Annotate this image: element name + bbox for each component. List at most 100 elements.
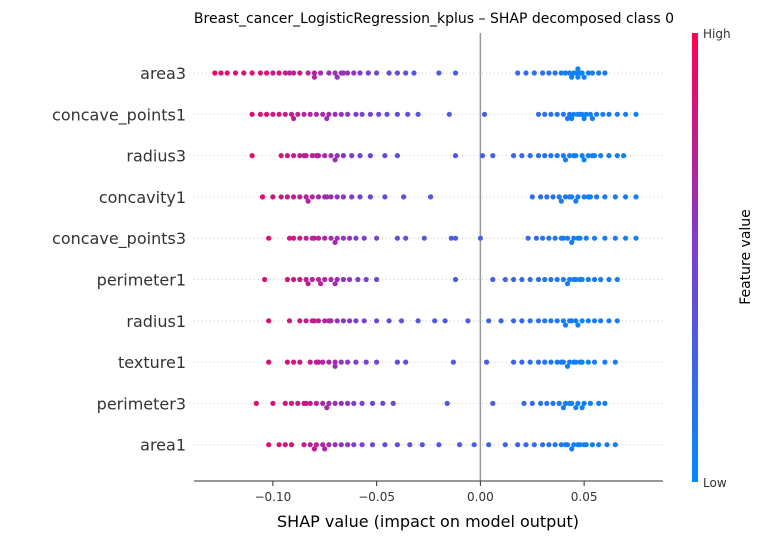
shap-point: [465, 318, 471, 324]
shap-point: [315, 194, 322, 200]
shap-point: [320, 442, 326, 448]
shap-point: [560, 276, 567, 283]
colorbar-title: Feature value: [738, 209, 754, 305]
shap-point: [345, 70, 351, 76]
shap-point: [282, 111, 288, 117]
shap-point: [581, 194, 587, 200]
shap-point: [531, 70, 537, 76]
shap-point: [515, 70, 521, 76]
shap-point: [284, 194, 290, 200]
shap-point: [284, 276, 290, 283]
shap-point: [564, 235, 571, 241]
shap-point: [311, 318, 317, 324]
shap-point: [560, 318, 567, 324]
shap-point: [550, 194, 556, 200]
shap-point: [307, 111, 313, 117]
x-axis-label: SHAP value (impact on model output): [277, 512, 579, 531]
shap-point: [241, 70, 247, 76]
shap-point: [552, 235, 558, 241]
chart-title: Breast_cancer_LogisticRegression_kplus –…: [194, 11, 674, 27]
shap-point: [554, 359, 560, 365]
shap-point: [591, 359, 598, 365]
shap-point: [320, 111, 326, 117]
shap-point: [519, 359, 525, 365]
shap-point: [452, 235, 459, 241]
shap-point: [542, 111, 548, 117]
shap-point: [498, 318, 504, 324]
shap-point: [303, 194, 309, 200]
shap-point: [544, 400, 550, 406]
shap-point: [623, 235, 629, 241]
feature-label: area3: [140, 64, 186, 83]
shap-point: [535, 318, 542, 324]
shap-point: [324, 194, 330, 200]
shap-point: [544, 194, 550, 200]
shap-point: [596, 400, 602, 406]
shap-point: [286, 318, 293, 324]
shap-point: [361, 235, 367, 241]
shap-point: [567, 194, 573, 200]
shap-point: [564, 115, 571, 122]
shap-point: [253, 400, 259, 406]
shap-point: [332, 359, 338, 365]
shap-point: [374, 318, 380, 324]
shap-point: [577, 276, 583, 283]
shap-point: [349, 194, 355, 200]
shap-point: [481, 111, 488, 117]
shap-point: [527, 318, 533, 324]
shap-point: [266, 359, 272, 365]
shap-point: [450, 359, 456, 365]
shap-point: [575, 66, 581, 72]
shap-point: [270, 400, 276, 406]
shap-point: [332, 157, 338, 163]
shap-point: [394, 359, 400, 365]
shap-point: [382, 153, 388, 159]
shap-point: [345, 442, 351, 448]
shap-point: [367, 111, 373, 117]
shap-point: [596, 442, 602, 448]
shap-point: [602, 359, 608, 365]
shap-point: [345, 359, 351, 365]
feature-label: concave_points3: [52, 229, 186, 249]
shap-point: [301, 153, 307, 159]
shap-point: [554, 111, 560, 117]
shap-point: [324, 115, 330, 122]
shap-point: [564, 281, 571, 287]
shap-point: [562, 400, 569, 406]
shap-point: [415, 111, 421, 117]
shap-point: [401, 194, 407, 200]
shap-point: [332, 281, 338, 287]
shap-point: [552, 442, 558, 448]
shap-point: [560, 111, 567, 117]
shap-point: [291, 276, 297, 283]
shap-point: [291, 70, 297, 76]
colorbar: [692, 33, 698, 482]
shap-point: [591, 318, 598, 324]
shap-point: [311, 235, 317, 241]
shap-point: [589, 70, 596, 76]
shap-point: [596, 70, 602, 76]
shap-point: [291, 153, 297, 159]
shap-point: [556, 194, 562, 200]
shap-point: [288, 400, 295, 406]
shap-point: [535, 111, 542, 117]
shap-point: [527, 276, 533, 283]
shap-point: [394, 70, 400, 76]
shap-point: [525, 235, 531, 241]
shap-point: [598, 318, 604, 324]
shap-point: [535, 153, 542, 159]
shap-point: [560, 235, 567, 241]
shap-point: [442, 318, 448, 324]
shap-point: [334, 318, 340, 324]
shap-point: [573, 405, 579, 411]
shap-point: [558, 198, 564, 204]
shap-point: [598, 153, 604, 159]
shap-point: [278, 194, 284, 200]
shap-point: [376, 111, 382, 117]
shap-point: [353, 235, 359, 241]
shap-point: [602, 194, 608, 200]
shap-point: [284, 359, 290, 365]
shap-point: [266, 318, 272, 324]
shap-point: [484, 359, 490, 365]
